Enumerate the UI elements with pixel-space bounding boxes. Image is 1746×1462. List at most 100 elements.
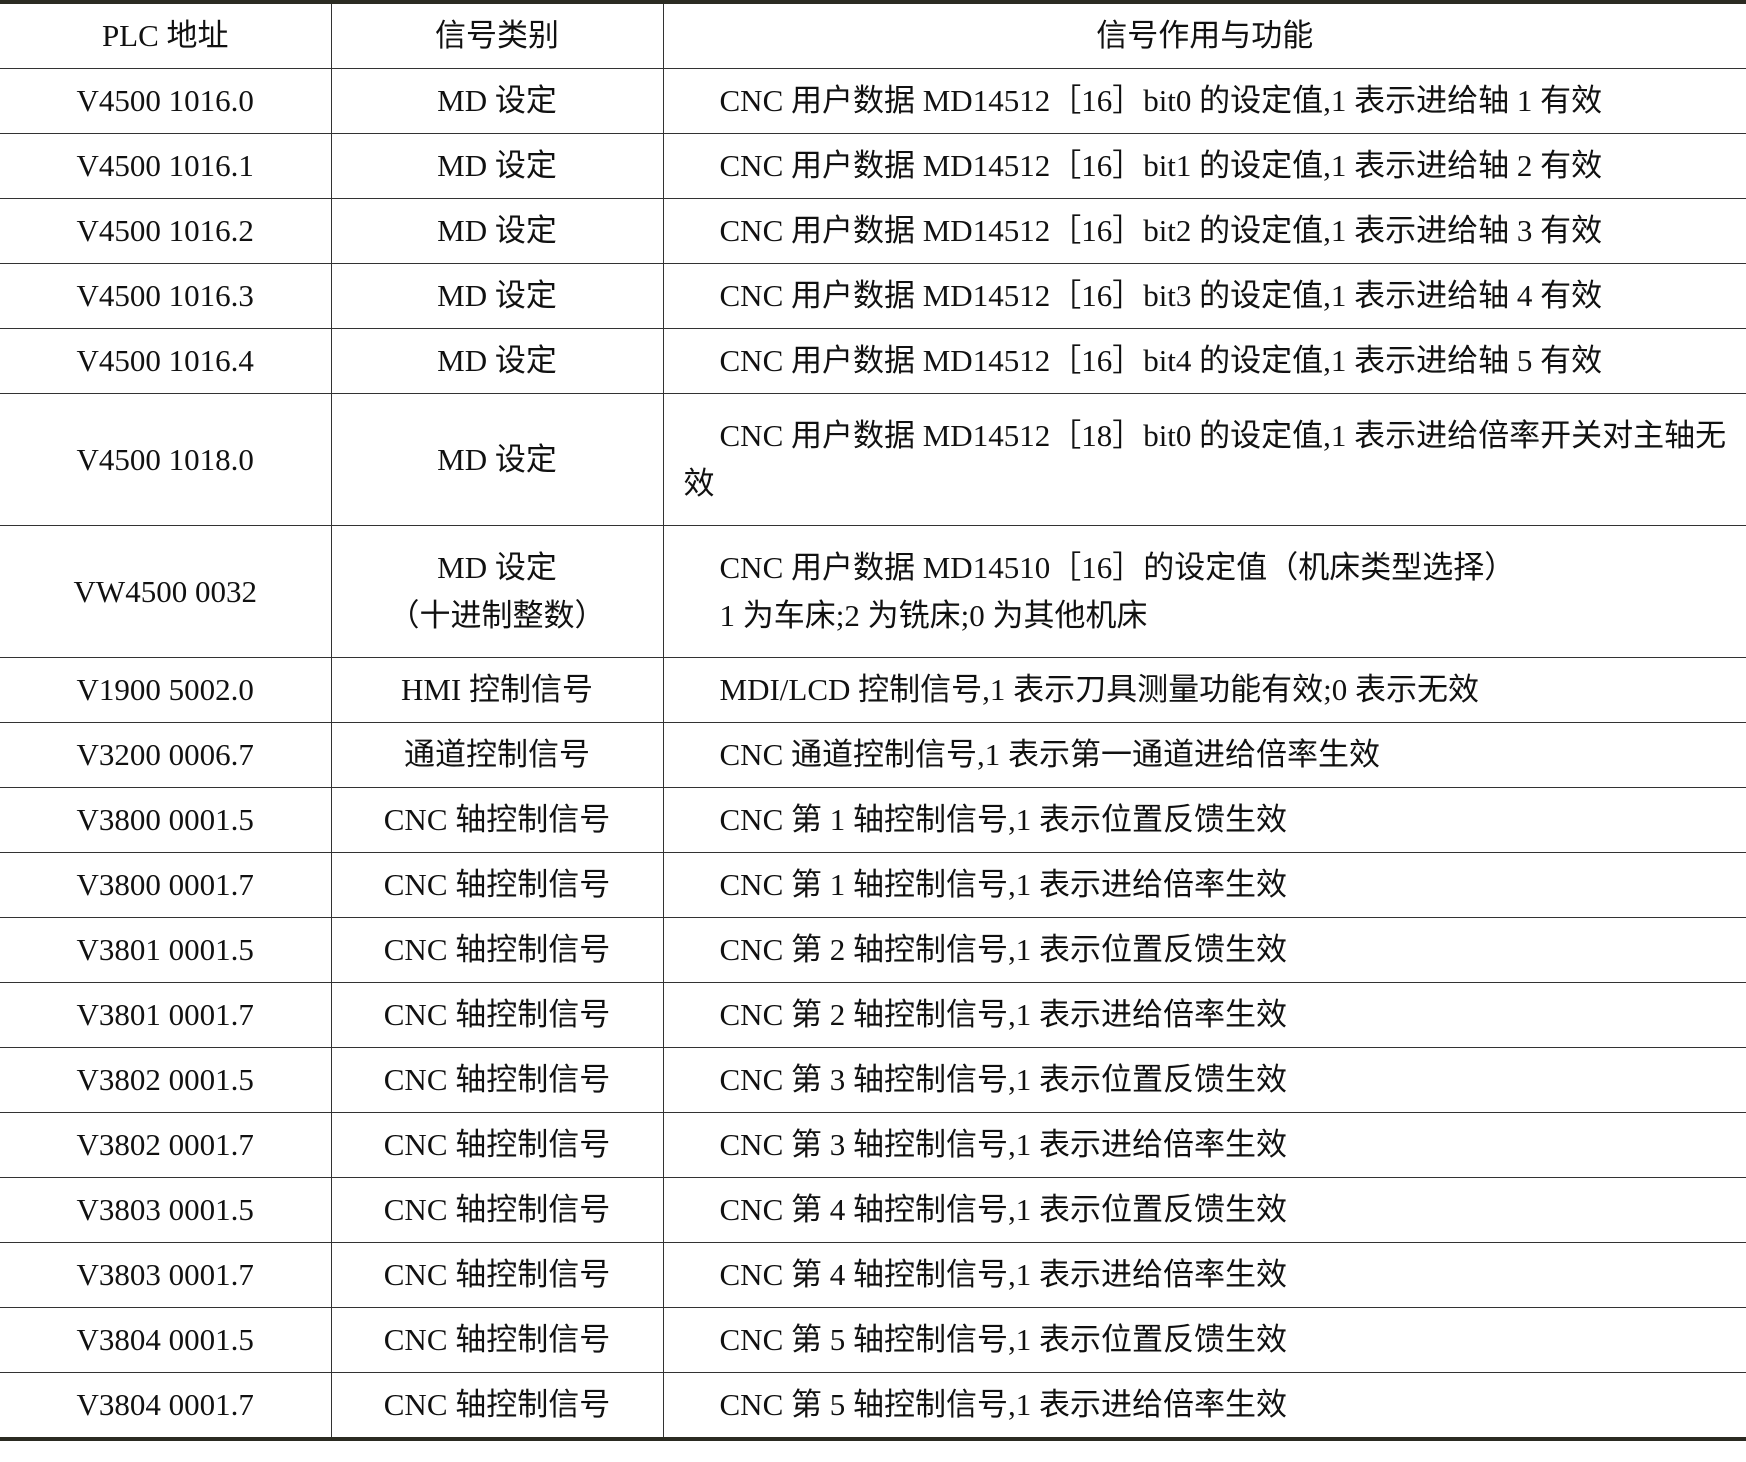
plc-address-cell: V3803 0001.5	[0, 1177, 332, 1243]
signal-type-text: MD 设定	[437, 278, 557, 313]
table-row: V3800 0001.7 CNC 轴控制信号 CNC 第 1 轴控制信号,1 表示进…	[0, 852, 1746, 918]
signal-type-text: （十进制整数）	[388, 597, 606, 633]
signal-type-text: CNC 轴控制信号	[383, 1192, 611, 1227]
signal-function-text: CNC 用户数据 MD14512［16］bit0 的设定值,1 表示进给轴 1 …	[719, 83, 1603, 118]
plc-address-cell: VW4500 0032	[0, 525, 332, 658]
signal-type-text: MD 设定	[437, 549, 557, 585]
signal-function-text: CNC 第 3 轴控制信号,1 表示进给倍率生效	[719, 1127, 1288, 1162]
signal-type-cell: CNC 轴控制信号	[330, 982, 664, 1048]
plc-address-cell: V4500 1016.2	[0, 198, 332, 264]
plc-address-cell: V4500 1016.0	[0, 68, 332, 134]
signal-function-text: CNC 用户数据 MD14512［16］bit4 的设定值,1 表示进给轴 5 …	[719, 343, 1603, 378]
signal-type-text: 通道控制信号	[404, 737, 590, 772]
signal-type-cell: MD 设定 （十进制整数）	[330, 525, 664, 658]
signal-function-text: CNC 第 4 轴控制信号,1 表示进给倍率生效	[719, 1257, 1288, 1292]
signal-type-cell: CNC 轴控制信号	[330, 1112, 664, 1178]
plc-address-cell: V3802 0001.5	[0, 1047, 332, 1113]
signal-type-text: CNC 轴控制信号	[383, 1322, 611, 1357]
table-row: V4500 1016.2 MD 设定 CNC 用户数据 MD14512［16］bit…	[0, 198, 1746, 264]
table-row: V3804 0001.7 CNC 轴控制信号 CNC 第 5 轴控制信号,1 表示进…	[0, 1372, 1746, 1440]
table-row: V3801 0001.5 CNC 轴控制信号 CNC 第 2 轴控制信号,1 表示位…	[0, 917, 1746, 983]
table-row: V3802 0001.5 CNC 轴控制信号 CNC 第 3 轴控制信号,1 表示位…	[0, 1047, 1746, 1113]
signal-function-text: CNC 第 1 轴控制信号,1 表示进给倍率生效	[719, 867, 1288, 902]
signal-function-cell: CNC 用户数据 MD14512［16］bit3 的设定值,1 表示进给轴 4 …	[662, 263, 1746, 329]
signal-type-cell: CNC 轴控制信号	[330, 1047, 664, 1113]
signal-function-cell: CNC 第 1 轴控制信号,1 表示位置反馈生效	[662, 787, 1746, 853]
signal-function-text: CNC 第 2 轴控制信号,1 表示位置反馈生效	[719, 932, 1288, 967]
signal-type-cell: CNC 轴控制信号	[330, 1177, 664, 1243]
signal-function-cell: CNC 用户数据 MD14512［18］bit0 的设定值,1 表示进给倍率开关…	[662, 393, 1746, 526]
table-row: VW4500 0032 MD 设定 （十进制整数） CNC 用户数据 MD14510［…	[0, 525, 1746, 658]
signal-function-text: CNC 第 5 轴控制信号,1 表示进给倍率生效	[719, 1387, 1288, 1422]
plc-address-cell: V3801 0001.5	[0, 917, 332, 983]
plc-address-cell: V4500 1016.3	[0, 263, 332, 329]
signal-function-text: CNC 第 3 轴控制信号,1 表示位置反馈生效	[719, 1062, 1288, 1097]
header-plc-address: PLC 地址	[0, 1, 332, 69]
table-row: V3200 0006.7 通道控制信号 CNC 通道控制信号,1 表示第一通道进给倍…	[0, 722, 1746, 788]
signal-function-cell: CNC 通道控制信号,1 表示第一通道进给倍率生效	[662, 722, 1746, 788]
plc-address-cell: V3200 0006.7	[0, 722, 332, 788]
signal-type-cell: CNC 轴控制信号	[330, 1307, 664, 1373]
signal-function-text: CNC 用户数据 MD14512［18］bit0 的设定值,1 表示进给倍率开关…	[683, 417, 1727, 501]
signal-type-cell: MD 设定	[330, 393, 664, 526]
header-signal-type: 信号类别	[330, 1, 664, 69]
signal-function-cell: MDI/LCD 控制信号,1 表示刀具测量功能有效;0 表示无效	[662, 657, 1746, 723]
signal-type-text: HMI 控制信号	[400, 672, 594, 707]
table-row: V4500 1016.0 MD 设定 CNC 用户数据 MD14512［16］bit…	[0, 68, 1746, 134]
signal-function-cell: CNC 第 5 轴控制信号,1 表示位置反馈生效	[662, 1307, 1746, 1373]
signal-function-text: CNC 用户数据 MD14510［16］的设定值（机床类型选择）	[719, 549, 1516, 585]
signal-function-cell: CNC 第 4 轴控制信号,1 表示进给倍率生效	[662, 1242, 1746, 1308]
signal-function-text: 1 为车床;2 为铣床;0 为其他机床	[719, 597, 1148, 633]
signal-type-text: CNC 轴控制信号	[383, 1257, 611, 1292]
table-row: V3802 0001.7 CNC 轴控制信号 CNC 第 3 轴控制信号,1 表示进…	[0, 1112, 1746, 1178]
signal-type-cell: CNC 轴控制信号	[330, 787, 664, 853]
plc-address-cell: V4500 1018.0	[0, 393, 332, 526]
signal-function-cell: CNC 第 5 轴控制信号,1 表示进给倍率生效	[662, 1372, 1746, 1440]
plc-address-cell: V1900 5002.0	[0, 657, 332, 723]
plc-address-cell: V3802 0001.7	[0, 1112, 332, 1178]
signal-type-text: MD 设定	[437, 343, 557, 378]
signal-type-text: MD 设定	[437, 83, 557, 118]
table-row: V3800 0001.5 CNC 轴控制信号 CNC 第 1 轴控制信号,1 表示位…	[0, 787, 1746, 853]
signal-type-cell: MD 设定	[330, 68, 664, 134]
signal-function-text: CNC 通道控制信号,1 表示第一通道进给倍率生效	[719, 737, 1381, 772]
header-row: PLC 地址 信号类别 信号作用与功能	[0, 1, 1746, 69]
signal-function-cell: CNC 用户数据 MD14512［16］bit1 的设定值,1 表示进给轴 2 …	[662, 133, 1746, 199]
plc-address-cell: V3800 0001.7	[0, 852, 332, 918]
signal-type-text: CNC 轴控制信号	[383, 1062, 611, 1097]
plc-address-cell: V3804 0001.7	[0, 1372, 332, 1440]
signal-function-cell: CNC 第 2 轴控制信号,1 表示进给倍率生效	[662, 982, 1746, 1048]
signal-function-text: MDI/LCD 控制信号,1 表示刀具测量功能有效;0 表示无效	[719, 672, 1480, 707]
table-row: V3804 0001.5 CNC 轴控制信号 CNC 第 5 轴控制信号,1 表示位…	[0, 1307, 1746, 1373]
signal-type-cell: CNC 轴控制信号	[330, 917, 664, 983]
signal-type-text: CNC 轴控制信号	[383, 867, 611, 902]
signal-function-cell: CNC 第 3 轴控制信号,1 表示位置反馈生效	[662, 1047, 1746, 1113]
signal-type-text: MD 设定	[437, 213, 557, 248]
signal-type-text: CNC 轴控制信号	[383, 802, 611, 837]
table-row: V4500 1016.3 MD 设定 CNC 用户数据 MD14512［16］bit…	[0, 263, 1746, 329]
signal-function-cell: CNC 第 2 轴控制信号,1 表示位置反馈生效	[662, 917, 1746, 983]
table-row: V3801 0001.7 CNC 轴控制信号 CNC 第 2 轴控制信号,1 表示进…	[0, 982, 1746, 1048]
table-row: V3803 0001.5 CNC 轴控制信号 CNC 第 4 轴控制信号,1 表示位…	[0, 1177, 1746, 1243]
signal-function-text: CNC 用户数据 MD14512［16］bit2 的设定值,1 表示进给轴 3 …	[719, 213, 1603, 248]
plc-address-cell: V4500 1016.4	[0, 328, 332, 394]
signal-type-text: MD 设定	[437, 148, 557, 183]
table-row: V3803 0001.7 CNC 轴控制信号 CNC 第 4 轴控制信号,1 表示进…	[0, 1242, 1746, 1308]
signal-function-cell: CNC 第 3 轴控制信号,1 表示进给倍率生效	[662, 1112, 1746, 1178]
signal-function-text: CNC 第 5 轴控制信号,1 表示位置反馈生效	[719, 1322, 1288, 1357]
header-signal-function: 信号作用与功能	[662, 1, 1746, 69]
signal-type-cell: MD 设定	[330, 263, 664, 329]
table-row: V4500 1016.4 MD 设定 CNC 用户数据 MD14512［16］bit…	[0, 328, 1746, 394]
table-row: V4500 1016.1 MD 设定 CNC 用户数据 MD14512［16］bit…	[0, 133, 1746, 199]
table-row: V1900 5002.0 HMI 控制信号 MDI/LCD 控制信号,1 表示刀具测…	[0, 657, 1746, 723]
signal-type-cell: MD 设定	[330, 328, 664, 394]
signal-function-text: CNC 第 1 轴控制信号,1 表示位置反馈生效	[719, 802, 1288, 837]
signal-function-text: CNC 第 2 轴控制信号,1 表示进给倍率生效	[719, 997, 1288, 1032]
plc-address-cell: V3803 0001.7	[0, 1242, 332, 1308]
signal-type-text: CNC 轴控制信号	[383, 1387, 611, 1422]
signal-type-cell: 通道控制信号	[330, 722, 664, 788]
signal-type-cell: MD 设定	[330, 133, 664, 199]
signal-function-cell: CNC 第 1 轴控制信号,1 表示进给倍率生效	[662, 852, 1746, 918]
signal-type-text: CNC 轴控制信号	[383, 1127, 611, 1162]
